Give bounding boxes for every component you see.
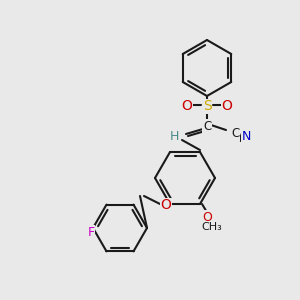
Text: H: H <box>169 130 179 143</box>
Text: F: F <box>87 226 94 239</box>
Text: O: O <box>202 211 212 224</box>
Text: O: O <box>222 100 232 113</box>
Text: CH₃: CH₃ <box>202 222 222 232</box>
Text: C: C <box>203 120 211 133</box>
Text: N: N <box>241 130 251 143</box>
Text: O: O <box>160 199 171 212</box>
Text: S: S <box>202 100 211 113</box>
Text: O: O <box>182 100 192 113</box>
Text: C: C <box>231 127 239 140</box>
